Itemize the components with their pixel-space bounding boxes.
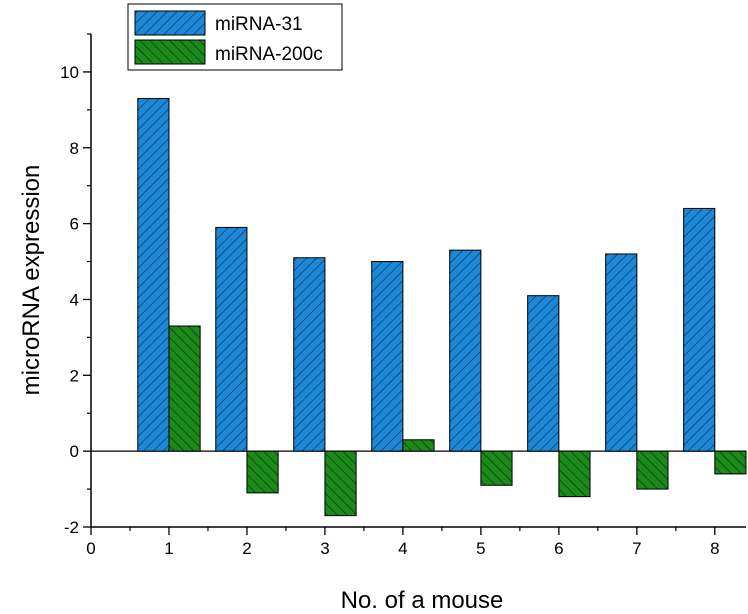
bar-mirna-200c-8 bbox=[714, 450, 747, 475]
bar-mirna-200c-1 bbox=[168, 325, 201, 452]
bar-mirna-31-2 bbox=[215, 226, 248, 452]
y-tick-label: -2 bbox=[64, 518, 79, 537]
y-tick-label: 2 bbox=[70, 366, 79, 385]
x-axis-title: No. of a mouse bbox=[341, 587, 504, 614]
legend-label-mirna-200c: miRNA-200c bbox=[215, 44, 323, 65]
bar-mirna-200c-2 bbox=[246, 450, 279, 494]
bar-mirna-200c-7 bbox=[636, 450, 669, 490]
y-tick-label: 6 bbox=[70, 215, 79, 234]
y-tick-label: 10 bbox=[60, 63, 79, 82]
x-tick-label: 6 bbox=[554, 539, 563, 558]
bar-mirna-31-5 bbox=[449, 249, 482, 452]
y-axis-title: microRNA expression bbox=[18, 165, 45, 396]
x-tick-label: 5 bbox=[476, 539, 485, 558]
bar-mirna-200c-4 bbox=[402, 439, 435, 452]
legend: miRNA-31 miRNA-200c bbox=[127, 3, 343, 71]
y-tick-label: 4 bbox=[70, 290, 79, 309]
bars-group bbox=[137, 97, 747, 517]
bar-mirna-200c-6 bbox=[558, 450, 591, 498]
legend-label-mirna-31: miRNA-31 bbox=[215, 14, 303, 35]
x-tick-label: 7 bbox=[632, 539, 641, 558]
x-tick-label: 8 bbox=[710, 539, 719, 558]
x-tick-label: 3 bbox=[320, 539, 329, 558]
x-tick-label: 1 bbox=[164, 539, 173, 558]
bar-mirna-31-7 bbox=[605, 253, 638, 452]
x-tick-label: 2 bbox=[242, 539, 251, 558]
x-tick-label: 0 bbox=[86, 539, 95, 558]
legend-swatch-mirna-31 bbox=[134, 10, 206, 36]
y-tick-label: 8 bbox=[70, 139, 79, 158]
bar-mirna-31-6 bbox=[527, 295, 560, 452]
bar-mirna-31-4 bbox=[371, 261, 404, 452]
x-tick-label: 4 bbox=[398, 539, 407, 558]
bar-mirna-31-3 bbox=[293, 257, 326, 452]
legend-swatch-mirna-200c bbox=[134, 39, 206, 65]
bar-mirna-31-1 bbox=[137, 97, 170, 452]
bar-mirna-200c-3 bbox=[324, 450, 357, 517]
y-tick-label: 0 bbox=[70, 442, 79, 461]
bar-mirna-200c-5 bbox=[480, 450, 513, 486]
bar-mirna-31-8 bbox=[683, 207, 716, 452]
